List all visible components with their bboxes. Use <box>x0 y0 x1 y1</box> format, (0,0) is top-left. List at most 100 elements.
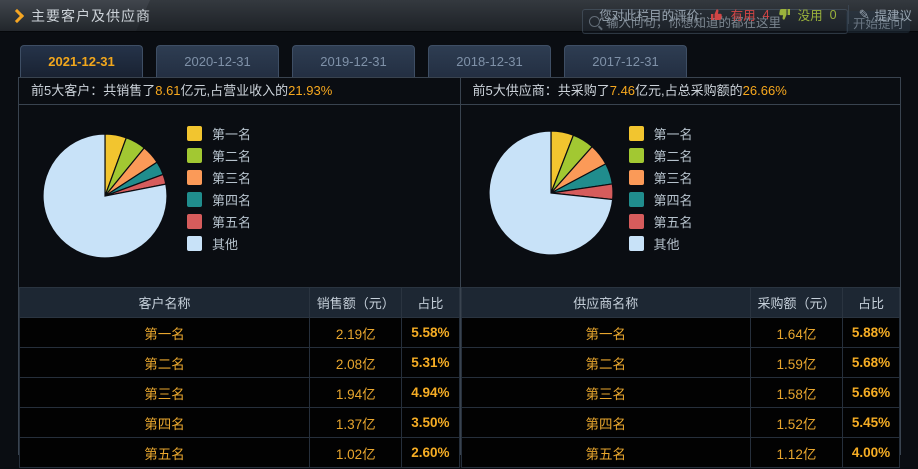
value-cell: 1.64亿 <box>749 317 843 348</box>
summary-percent: 21.93% <box>288 83 333 98</box>
ask-question-button[interactable]: 开始提问 <box>846 11 910 33</box>
value-cell: 1.37亿 <box>309 407 403 438</box>
name-cell: 第三名 <box>18 377 311 408</box>
suppliers-chart-zone: 第一名第二名第三名第四名第五名其他 <box>461 105 901 287</box>
legend-item[interactable]: 第五名 <box>628 214 693 230</box>
rating-bar: 您对此栏目的评价: 有用 4 没用 0 ✎ 提建议 <box>599 5 912 24</box>
tab-2019-12-31[interactable]: 2019-12-31 <box>292 45 415 77</box>
main-panel: 前5大客户：共销售了8.61亿元,占营业收入的21.93% 第一名 第二名 第三名第… <box>18 77 901 468</box>
name-cell: 第三名 <box>460 377 751 408</box>
suggest-label: 提建议 <box>874 9 912 23</box>
legend-label: 其他 <box>212 237 239 252</box>
thumb-up-icon[interactable] <box>710 8 724 21</box>
tab-2017-12-31[interactable]: 2017-12-31 <box>564 45 687 77</box>
summary-percent: 26.66% <box>742 83 787 98</box>
legend-swatch-icon <box>187 148 202 163</box>
customers-pie-chart <box>42 133 168 259</box>
legend-item[interactable]: 第五名 <box>187 214 252 230</box>
legend-item[interactable]: 第一名 <box>187 126 251 142</box>
legend-swatch-icon <box>187 236 202 251</box>
percent-cell: 4.00% <box>841 437 901 468</box>
legend-label: 第四名 <box>653 193 693 208</box>
legend-item[interactable]: 第四名 <box>187 192 252 208</box>
chevron-right-icon <box>9 8 25 24</box>
table-row: 第五名 1.02亿 2.60% <box>18 437 460 468</box>
search-placeholder: 输入问句，你想知道的都在这里 <box>606 16 782 30</box>
name-cell: 第五名 <box>18 437 311 468</box>
legend-item[interactable]: 其他 <box>628 236 693 252</box>
title-tab-shape <box>0 0 150 31</box>
legend-swatch-icon <box>187 214 202 229</box>
date-tabs: 2021-12-31 2020-12-31 2019-12-31 2018-12-31… <box>20 45 687 77</box>
legend-item[interactable]: 第四名 <box>628 192 693 208</box>
legend-swatch-icon <box>628 192 644 207</box>
table-row: 第三名 1.94亿 4.94% <box>18 377 460 408</box>
customers-section: 前5大客户：共销售了8.61亿元,占营业收入的21.93% 第一名 第二名 第三名第… <box>18 78 460 468</box>
value-cell: 1.52亿 <box>749 407 843 438</box>
summary-text: 前5大客户：共销售了 <box>31 83 156 98</box>
legend-item[interactable]: 第一名 <box>628 126 693 142</box>
legend-swatch-icon <box>628 126 644 141</box>
percent-cell: 5.66% <box>841 377 901 408</box>
legend-label: 其他 <box>653 237 680 252</box>
legend-item[interactable]: 其他 <box>187 236 251 252</box>
tab-2021-12-31[interactable]: 2021-12-31 <box>20 45 143 77</box>
suppliers-summary: 前5大供应商：共采购了7.46亿元,占总采购额的26.66% <box>460 78 900 105</box>
percent-cell: 5.45% <box>841 407 901 438</box>
table-row: 第二名 2.08亿 5.31% <box>18 347 460 378</box>
legend-label: 第四名 <box>212 193 252 208</box>
legend-item[interactable]: 第三名 <box>628 170 693 186</box>
table-row: 第一名 2.19亿 5.58% <box>18 317 460 348</box>
customers-chart-zone: 第一名第二名第三名第四名第五名其他 <box>19 105 460 287</box>
summary-text: 亿元,占营业收入的 <box>180 83 289 98</box>
legend-item[interactable]: 第二名 <box>187 148 252 164</box>
percent-cell: 4.94% <box>401 377 460 408</box>
legend-swatch-icon <box>187 192 202 207</box>
name-cell: 第四名 <box>460 407 751 438</box>
legend-label: 第五名 <box>212 215 252 230</box>
legend-item[interactable]: 第二名 <box>628 148 693 164</box>
rating-label: 您对此栏目的评价: <box>599 9 703 23</box>
useful-count: 4 <box>762 7 770 22</box>
tab-2018-12-31[interactable]: 2018-12-31 <box>428 45 551 77</box>
pie-slice[interactable] <box>487 130 613 256</box>
column-header: 占比 <box>841 287 901 318</box>
column-header: 销售额（元） <box>309 287 403 318</box>
column-header: 供应商名称 <box>460 287 751 318</box>
suggest-button[interactable]: ✎ 提建议 <box>847 5 912 24</box>
thumb-down-icon[interactable] <box>777 8 791 21</box>
percent-cell: 5.68% <box>841 347 901 378</box>
percent-cell: 5.88% <box>841 317 901 348</box>
customers-summary: 前5大客户：共销售了8.61亿元,占营业收入的21.93% <box>19 78 460 105</box>
legend-item[interactable]: 第三名 <box>187 170 252 186</box>
name-cell: 第二名 <box>18 347 311 378</box>
tab-2020-12-31[interactable]: 2020-12-31 <box>156 45 279 77</box>
useless-label[interactable]: 没用 <box>797 9 823 23</box>
table-header-row: 客户名称 销售额（元） 占比 <box>18 287 460 318</box>
suppliers-table: 供应商名称 采购额（元） 占比 第一名 1.64亿 5.88% 第二名 1.59亿 5.68% 第… <box>460 287 901 468</box>
value-cell: 2.08亿 <box>309 347 403 378</box>
pie-slice[interactable] <box>42 133 168 259</box>
pencil-icon: ✎ <box>858 6 870 22</box>
legend-swatch-icon <box>628 214 644 229</box>
legend-label: 第一名 <box>653 127 693 142</box>
useful-label[interactable]: 有用 <box>730 9 756 23</box>
column-header: 客户名称 <box>18 287 311 318</box>
summary-value: 8.61 <box>155 83 181 98</box>
useless-count: 0 <box>829 7 837 22</box>
legend-label: 第三名 <box>212 171 252 186</box>
value-cell: 1.94亿 <box>309 377 403 408</box>
suppliers-section: 前5大供应商：共采购了7.46亿元,占总采购额的26.66% 第一名 第二名 第三名… <box>459 78 901 468</box>
name-cell: 第一名 <box>460 317 751 348</box>
value-cell: 1.58亿 <box>749 377 843 408</box>
percent-cell: 5.58% <box>401 317 460 348</box>
suppliers-legend: 第一名第二名第三名第四名第五名其他 <box>628 126 693 252</box>
table-row: 第五名 1.12亿 4.00% <box>460 437 901 468</box>
legend-swatch-icon <box>628 236 644 251</box>
summary-text: 亿元,占总采购额的 <box>635 83 743 98</box>
legend-label: 第三名 <box>653 171 693 186</box>
table-row: 第三名 1.58亿 5.66% <box>460 377 901 408</box>
table-row: 第一名 1.64亿 5.88% <box>460 317 901 348</box>
legend-label: 第二名 <box>212 149 252 164</box>
